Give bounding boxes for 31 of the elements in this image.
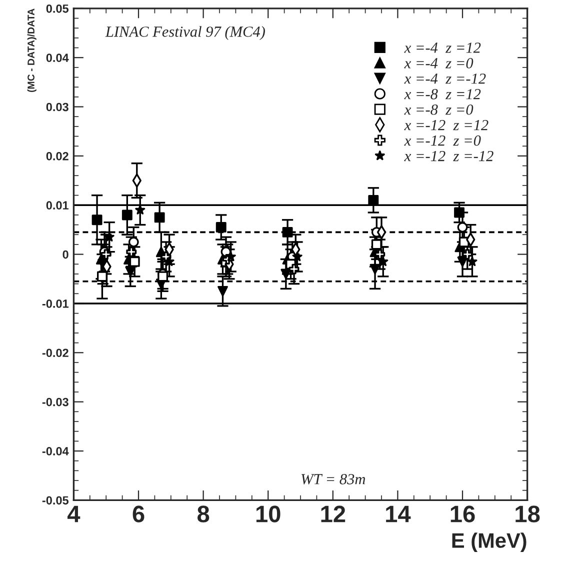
x-tick-label: 8 <box>197 506 210 522</box>
legend-label: x =-4 z =-12 <box>404 74 486 84</box>
x-axis-title: E (MeV) <box>452 532 526 552</box>
y-tick-label: 0 <box>62 250 68 259</box>
y-tick-label: -0.05 <box>42 496 69 505</box>
x-tick-label: 12 <box>321 506 346 522</box>
x-tick-label: 10 <box>256 506 280 522</box>
y-tick-label: -0.02 <box>42 348 68 358</box>
legend-label: x =-12 z =0 <box>404 135 481 146</box>
x-tick-label: 4 <box>68 506 80 522</box>
x-tick-label: 6 <box>132 506 144 522</box>
y-tick-label: 0.03 <box>46 102 68 112</box>
legend-label: x =-4 z =0 <box>404 58 474 68</box>
legend-label: x =-12 z =12 <box>404 120 488 130</box>
x-tick-label: 18 <box>516 506 540 522</box>
annotation: LINAC Festival 97 (MC4) <box>105 26 265 40</box>
legend-label: x =-8 z =12 <box>404 89 481 100</box>
legend-label: x =-4 z =12 <box>404 42 481 53</box>
y-tick-label: -0.03 <box>42 398 68 406</box>
legend-label: x =-8 z =0 <box>404 104 474 115</box>
y-tick-label: 0.04 <box>46 54 69 62</box>
y-tick-label: -0.04 <box>42 447 69 456</box>
y-tick-label: 0.01 <box>46 201 69 210</box>
y-axis-title: (MC - DATA)/DATA <box>27 8 36 92</box>
y-tick-label: 0.05 <box>46 4 69 13</box>
annotation: WT = 83m <box>302 474 366 484</box>
x-tick-label: 14 <box>386 506 411 522</box>
y-tick-label: -0.01 <box>42 300 69 308</box>
y-tick-label: 0.02 <box>46 152 68 160</box>
legend-label: x =-12 z =-12 <box>404 150 494 162</box>
x-tick-label: 16 <box>450 506 475 522</box>
